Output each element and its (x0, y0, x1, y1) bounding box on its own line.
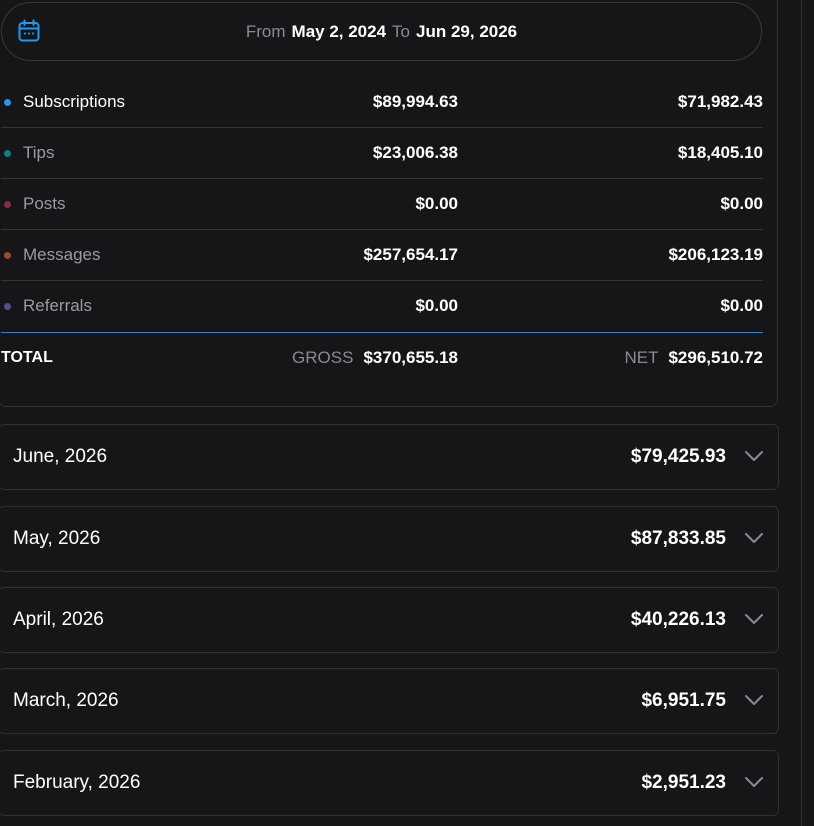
chevron-down-icon[interactable] (744, 612, 764, 626)
category-label: Tips (23, 143, 55, 162)
category-gross: $257,654.17 (363, 245, 458, 264)
category-breakdown: Subscriptions $89,994.63 $71,982.43 Tips… (1, 77, 763, 332)
category-label: Subscriptions (23, 92, 126, 111)
total-row: TOTAL GROSS $370,655.18 NET $296,510.72 (1, 332, 763, 384)
category-net: $18,405.10 (677, 143, 763, 162)
month-card-march-2026[interactable]: March, 2026 $6,951.75 (0, 668, 779, 734)
month-label: February, 2026 (13, 772, 141, 793)
category-label: Posts (23, 194, 66, 213)
category-gross: $23,006.38 (372, 143, 458, 162)
category-row-posts: Posts $0.00 $0.00 (1, 179, 763, 230)
chevron-down-icon[interactable] (744, 775, 764, 789)
calendar-icon[interactable] (17, 19, 41, 43)
month-amount: $6,951.75 (641, 690, 726, 711)
to-date: Jun 29, 2026 (416, 22, 518, 41)
messages-dot (4, 252, 11, 259)
category-net: $71,982.43 (677, 92, 763, 111)
category-gross: $89,994.63 (372, 92, 458, 111)
category-row-subscriptions: Subscriptions $89,994.63 $71,982.43 (1, 77, 763, 128)
total-gross-value: $370,655.18 (363, 348, 458, 367)
scrollbar-track[interactable] (801, 0, 802, 826)
chevron-down-icon[interactable] (744, 531, 764, 545)
month-amount: $2,951.23 (641, 772, 726, 793)
category-net: $0.00 (720, 296, 763, 315)
category-label: Messages (23, 245, 101, 264)
month-card-april-2026[interactable]: April, 2026 $40,226.13 (0, 587, 779, 653)
chevron-down-icon[interactable] (744, 693, 764, 707)
from-date: May 2, 2024 (291, 22, 387, 41)
category-net: $0.00 (720, 194, 763, 213)
subscriptions-dot (4, 99, 11, 106)
category-net: $206,123.19 (668, 245, 763, 264)
date-range-picker[interactable]: From May 2, 2024 To Jun 29, 2026 (1, 2, 762, 61)
earnings-summary-card: From May 2, 2024 To Jun 29, 2026 Subscripti… (0, 0, 778, 407)
total-net: NET $296,510.72 (624, 348, 763, 368)
chevron-down-icon[interactable] (744, 449, 764, 463)
category-gross: $0.00 (415, 296, 458, 315)
tips-dot (4, 150, 11, 157)
total-net-value: $296,510.72 (668, 348, 763, 367)
category-gross: $0.00 (415, 194, 458, 213)
month-label: April, 2026 (13, 609, 104, 630)
posts-dot (4, 201, 11, 208)
month-card-may-2026[interactable]: May, 2026 $87,833.85 (0, 506, 779, 572)
net-caption: NET (624, 348, 659, 367)
total-label: TOTAL (1, 349, 53, 366)
category-row-messages: Messages $257,654.17 $206,123.19 (1, 230, 763, 281)
month-amount: $79,425.93 (630, 446, 726, 467)
month-card-june-2026[interactable]: June, 2026 $79,425.93 (0, 424, 779, 490)
category-row-tips: Tips $23,006.38 $18,405.10 (1, 128, 763, 179)
month-label: June, 2026 (13, 446, 108, 467)
total-gross: GROSS $370,655.18 (292, 348, 458, 368)
category-label: Referrals (23, 296, 92, 315)
date-range-text[interactable]: From May 2, 2024 To Jun 29, 2026 (2, 22, 761, 42)
to-label: To (392, 22, 411, 41)
month-label: March, 2026 (13, 690, 119, 711)
referrals-dot (4, 303, 11, 310)
month-amount: $40,226.13 (630, 609, 726, 630)
month-label: May, 2026 (13, 528, 101, 549)
gross-caption: GROSS (292, 348, 354, 367)
from-label: From (245, 22, 286, 41)
category-row-referrals: Referrals $0.00 $0.00 (1, 281, 763, 332)
month-card-february-2026[interactable]: February, 2026 $2,951.23 (0, 750, 779, 816)
month-amount: $87,833.85 (630, 528, 726, 549)
